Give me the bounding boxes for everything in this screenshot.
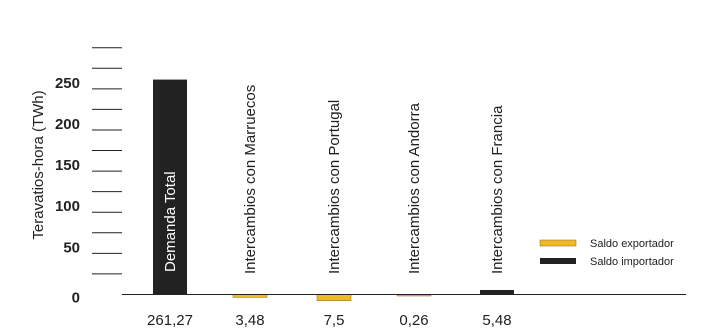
import-legend-swatch bbox=[540, 258, 576, 264]
value-label: 3,48 bbox=[235, 312, 264, 329]
value-label: 7,5 bbox=[324, 312, 345, 329]
category-label: Intercambios con Portugal bbox=[326, 100, 343, 274]
y-tick-label: 200 bbox=[55, 116, 80, 133]
value-label: 0,26 bbox=[399, 312, 428, 329]
category-label: Intercambios con Andorra bbox=[406, 102, 423, 274]
y-tick-label: 0 bbox=[72, 290, 80, 307]
bar bbox=[153, 79, 187, 295]
bar bbox=[480, 289, 514, 295]
y-tick-label: 150 bbox=[55, 157, 80, 174]
value-label: 5,48 bbox=[482, 312, 511, 329]
y-tick-label: 250 bbox=[55, 75, 80, 92]
value-labels: 261,27 3,48 7,5 0,26 5,48 bbox=[147, 312, 512, 329]
category-label: Intercambios con Francia bbox=[489, 105, 506, 274]
category-label: Intercambios con Marruecos bbox=[242, 85, 259, 274]
y-tick-labels: 0 50 100 150 200 250 bbox=[55, 75, 80, 307]
y-tick-label: 50 bbox=[63, 239, 80, 256]
category-label: Demanda Total bbox=[162, 171, 179, 272]
y-tick-label: 100 bbox=[55, 198, 80, 215]
y-tick-marks bbox=[92, 47, 122, 275]
bars bbox=[153, 79, 514, 301]
y-axis-title: Teravatios-hora (TWh) bbox=[30, 90, 47, 239]
export-legend-label: Saldo exportador bbox=[590, 238, 674, 250]
legend: Saldo exportador Saldo importador bbox=[539, 238, 674, 268]
value-label: 261,27 bbox=[147, 312, 193, 329]
export-legend-swatch bbox=[539, 239, 577, 247]
bar bbox=[316, 294, 352, 301]
category-labels: Demanda Total Intercambios con Marruecos I… bbox=[162, 85, 506, 274]
import-legend-label: Saldo importador bbox=[590, 256, 674, 268]
